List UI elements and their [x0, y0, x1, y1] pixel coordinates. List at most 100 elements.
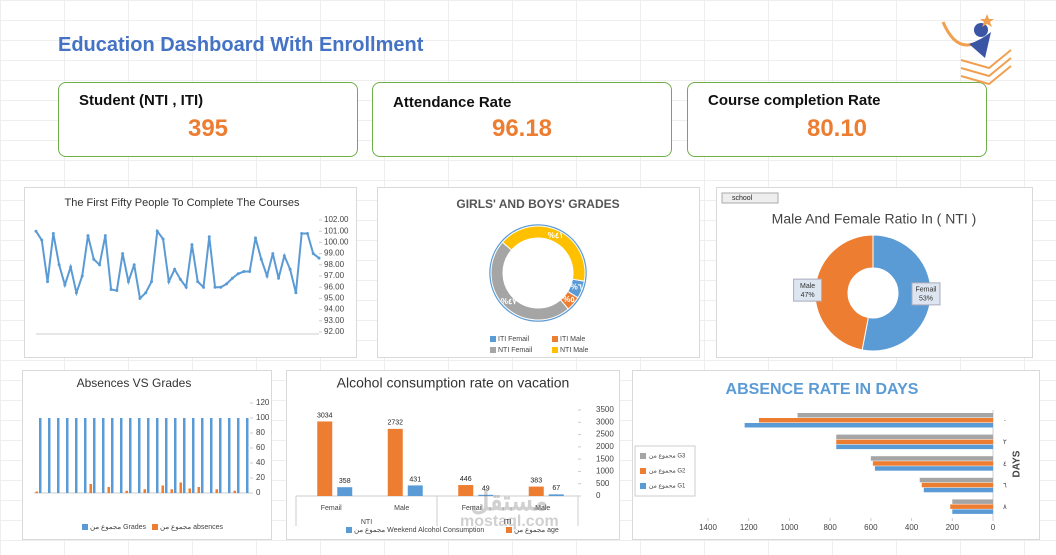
- bar: [111, 418, 114, 493]
- point: [300, 231, 304, 235]
- bar: [179, 482, 182, 493]
- legend-label: ITI Male: [560, 336, 585, 343]
- data-label: %٦: [571, 283, 583, 292]
- bar: [129, 418, 132, 493]
- kpi-label: Student (NTI , ITI): [79, 92, 204, 109]
- legend-swatch: [82, 524, 88, 530]
- logo-body: [969, 32, 991, 58]
- point: [132, 263, 136, 267]
- category-label: Male: [800, 283, 815, 290]
- legend-label: مجموع من G1: [649, 484, 686, 490]
- y-tick-label: 96.00: [324, 282, 345, 291]
- bar: [478, 494, 494, 496]
- bar: [874, 466, 993, 471]
- bar: [170, 489, 173, 493]
- data-label: 47%: [801, 292, 815, 299]
- filter-button: [721, 192, 779, 204]
- legend-swatch: [640, 468, 646, 474]
- data-label: 358: [339, 478, 351, 485]
- watermark-text: mostaql.com: [460, 513, 559, 530]
- logo-star: [980, 14, 994, 27]
- data-label: %٤١: [548, 231, 564, 240]
- point: [103, 234, 107, 238]
- point: [305, 231, 309, 235]
- point: [92, 257, 96, 261]
- point: [144, 291, 148, 295]
- x-tick-label: 0: [991, 523, 996, 532]
- bar: [458, 485, 474, 496]
- bar: [836, 439, 993, 445]
- bar: [48, 418, 51, 493]
- ring-outline: [489, 224, 587, 322]
- point: [178, 277, 182, 281]
- y-tick-label: 95.00: [324, 294, 345, 303]
- point: [121, 252, 125, 256]
- callout-box: [911, 282, 941, 306]
- bar: [143, 489, 146, 493]
- panel-border: [22, 370, 272, 540]
- y-tick-label: ٢: [1003, 439, 1007, 446]
- dashboard-title: Education Dashboard With Enrollment: [58, 34, 424, 56]
- point: [46, 280, 50, 284]
- bar: [201, 418, 204, 493]
- chart-panel: GIRLS' AND BOYS' GRADES %٦ %٥ %٤٧ %٤١ ITI Fem…: [377, 187, 700, 358]
- legend-label: مجموع من age: [514, 527, 559, 534]
- bar: [192, 418, 195, 493]
- point: [98, 263, 102, 267]
- bar: [39, 418, 42, 493]
- y-tick-label: 40: [256, 458, 265, 467]
- pie-slice: [861, 234, 932, 352]
- chart-title: The First Fifty People To Complete The C…: [65, 197, 300, 209]
- y-tick-label: 98.00: [324, 260, 345, 269]
- y-tick-label: 500: [596, 479, 610, 488]
- chart-title: ABSENCE RATE IN DAYS: [726, 381, 919, 398]
- y-tick-label: 3500: [596, 405, 614, 414]
- point: [230, 276, 234, 280]
- point: [317, 256, 321, 260]
- bar: [147, 418, 150, 493]
- bar: [165, 418, 168, 493]
- legend-swatch: [640, 483, 646, 489]
- point: [242, 270, 246, 274]
- bar: [950, 504, 993, 509]
- point: [173, 267, 177, 271]
- chart-panel: Absences VS Grades 0 20 40 60 80 100 120 مجموع م…: [22, 370, 272, 540]
- data-label: 49: [482, 486, 490, 493]
- kpi-card: Course completion Rate 80.10: [687, 82, 987, 157]
- bar: [528, 486, 544, 496]
- bar: [870, 456, 993, 461]
- x-tick-label: Femail: [462, 505, 483, 512]
- x-tick-label: Male: [535, 505, 550, 512]
- point: [126, 280, 130, 284]
- point: [190, 243, 194, 247]
- y-tick-label: 20: [256, 473, 265, 482]
- data-label: 446: [460, 476, 472, 483]
- bar: [93, 418, 96, 493]
- bar: [246, 418, 249, 493]
- y-axis-title: DAYS: [1012, 450, 1023, 477]
- logo-book: [960, 49, 1012, 86]
- bar: [744, 423, 993, 428]
- x-tick-label: 600: [864, 523, 878, 532]
- y-tick-label: ٨: [1003, 504, 1007, 511]
- y-tick-label: 101.00: [324, 226, 349, 235]
- bar: [387, 428, 403, 496]
- y-tick-label: 100: [256, 413, 270, 422]
- legend-swatch: [552, 336, 558, 342]
- bar: [89, 484, 92, 493]
- panel-border: [24, 187, 357, 358]
- bar: [174, 418, 177, 493]
- legend-swatch: [490, 347, 496, 353]
- bar: [836, 434, 993, 440]
- bar: [797, 413, 993, 418]
- point: [248, 270, 252, 274]
- kpi-label: Course completion Rate: [708, 92, 881, 109]
- legend-swatch: [506, 527, 512, 533]
- point: [184, 285, 188, 289]
- y-tick-label: 99.00: [324, 249, 345, 258]
- y-tick-label: 1000: [596, 467, 614, 476]
- y-tick-label: 1500: [596, 454, 614, 463]
- point: [80, 274, 84, 278]
- panel-border: [286, 370, 620, 540]
- donut-slice: [490, 241, 569, 321]
